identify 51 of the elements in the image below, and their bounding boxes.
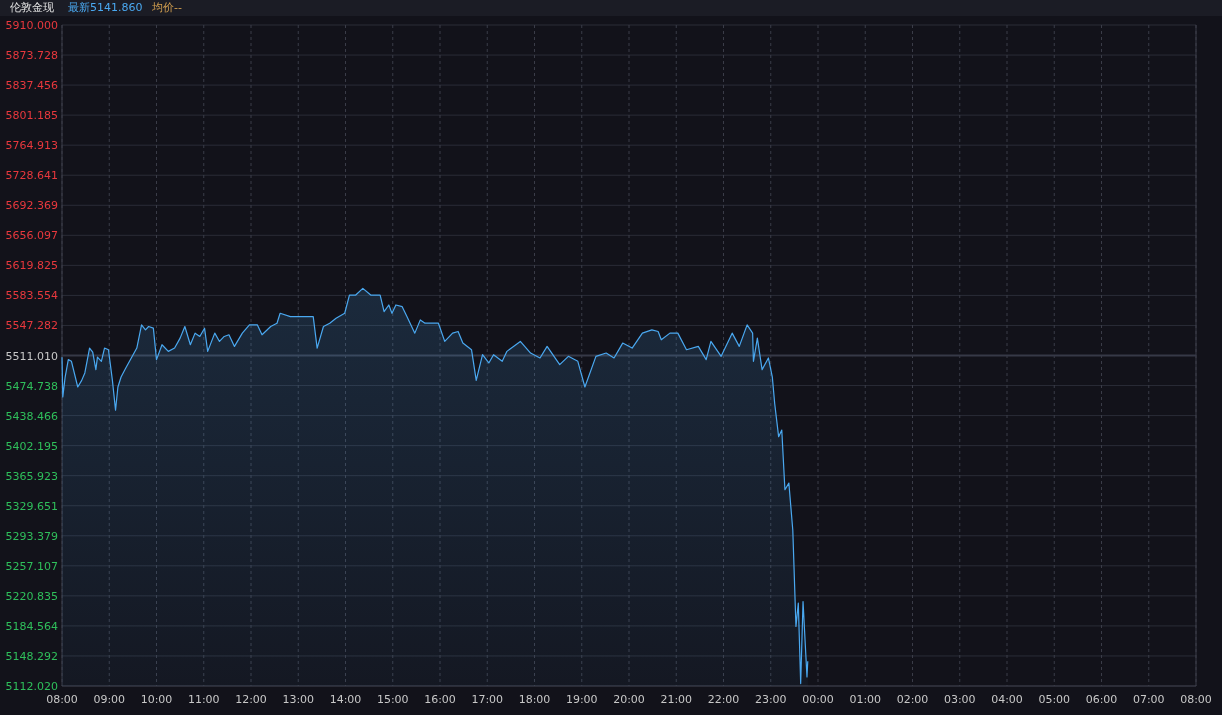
y-tick-label: 5511.010: [5, 349, 58, 363]
y-tick-label: 5184.564: [5, 619, 58, 633]
x-tick-label: 18:00: [518, 693, 551, 706]
x-tick-label: 21:00: [660, 693, 693, 706]
y-tick-label: 5293.379: [5, 529, 58, 543]
x-tick-label: 10:00: [140, 693, 173, 706]
y-tick-label: 5257.107: [5, 559, 58, 573]
x-tick-label: 11:00: [187, 693, 220, 706]
x-tick-label: 09:00: [93, 693, 126, 706]
y-tick-label: 5148.292: [5, 649, 58, 663]
y-tick-label: 5801.185: [5, 109, 58, 123]
x-tick-label: 08:00: [46, 693, 78, 706]
x-tick-label: 14:00: [329, 693, 362, 706]
y-tick-label: 5365.923: [5, 469, 58, 483]
x-tick-label: 05:00: [1038, 693, 1071, 706]
x-tick-label: 02:00: [896, 693, 929, 706]
y-tick-label: 5112.020: [5, 680, 58, 693]
y-tick-label: 5547.282: [5, 319, 58, 333]
y-tick-label: 5329.651: [5, 499, 58, 513]
x-tick-label: 03:00: [943, 693, 976, 706]
y-tick-label: 5910.000: [5, 19, 58, 32]
y-tick-label: 5728.641: [5, 169, 58, 183]
chart-subtitle: 最新5141.860: [68, 1, 143, 14]
x-tick-label: 16:00: [424, 693, 456, 706]
x-tick-label: 23:00: [754, 693, 787, 706]
y-tick-label: 5402.195: [5, 439, 58, 453]
x-tick-label: 19:00: [565, 693, 598, 706]
x-tick-label: 13:00: [282, 693, 315, 706]
chart-title: 伦敦金现: [10, 1, 54, 14]
y-tick-label: 5656.097: [5, 229, 58, 243]
x-tick-label: 00:00: [802, 693, 834, 706]
x-tick-label: 01:00: [849, 693, 882, 706]
x-tick-label: 07:00: [1132, 693, 1165, 706]
y-tick-label: 5619.825: [5, 259, 58, 273]
y-tick-label: 5764.913: [5, 139, 58, 153]
x-tick-label: 20:00: [613, 693, 645, 706]
x-tick-label: 08:00: [1180, 693, 1212, 706]
x-tick-label: 22:00: [707, 693, 740, 706]
y-tick-label: 5583.554: [5, 289, 58, 303]
y-tick-label: 5220.835: [5, 589, 58, 603]
x-tick-label: 15:00: [376, 693, 409, 706]
x-tick-label: 04:00: [991, 693, 1023, 706]
y-tick-label: 5438.466: [5, 409, 58, 423]
text: 均价--: [151, 1, 182, 14]
y-tick-label: 5692.369: [5, 199, 58, 213]
y-tick-label: 5474.738: [5, 379, 58, 393]
x-tick-label: 12:00: [235, 693, 267, 706]
x-tick-label: 17:00: [471, 693, 504, 706]
y-tick-label: 5873.728: [5, 49, 58, 63]
y-tick-label: 5837.456: [5, 79, 58, 93]
x-tick-label: 06:00: [1085, 693, 1118, 706]
